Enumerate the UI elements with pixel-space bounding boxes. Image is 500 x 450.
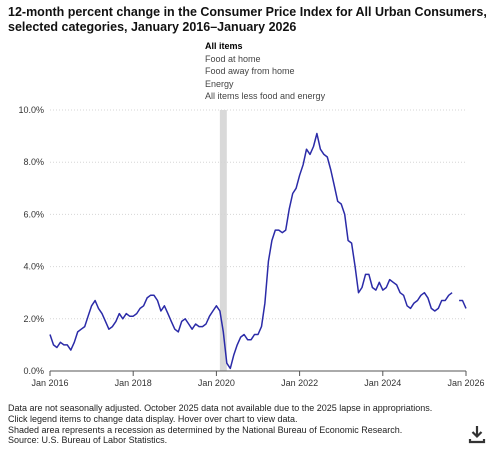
x-tick-label: Jan 2018 xyxy=(115,378,152,388)
chart-title: 12-month percent change in the Consumer … xyxy=(8,5,487,34)
note-seasonal: Data are not seasonally adjusted. Octobe… xyxy=(8,403,433,413)
y-tick-label: 10.0% xyxy=(18,105,44,115)
y-tick-label: 2.0% xyxy=(23,314,44,324)
line-chart[interactable]: 0.0% 2.0% 4.0% 6.0% 8.0% 10.0% Jan 2016 Jan 201… xyxy=(0,0,500,400)
legend-item-all-items-less-food-and-energy[interactable]: All items less food and energy xyxy=(175,90,325,103)
y-tick-label: 8.0% xyxy=(23,157,44,167)
legend-item-all-items[interactable]: All items xyxy=(175,40,325,53)
legend-item-food-at-home[interactable]: Food at home xyxy=(175,53,325,66)
legend-label: All items less food and energy xyxy=(205,91,326,101)
y-tick-label: 0.0% xyxy=(23,366,44,376)
legend-label: Energy xyxy=(205,78,234,89)
note-source: Source: U.S. Bureau of Labor Statistics. xyxy=(8,435,168,446)
x-tick-label: Jan 2024 xyxy=(364,378,401,388)
note-instructions: Click legend items to change data displa… xyxy=(8,413,298,424)
x-tick-label: Jan 2022 xyxy=(281,378,318,388)
download-button[interactable] xyxy=(466,423,488,445)
x-tick-label: Jan 2020 xyxy=(198,378,235,388)
x-tick-label: Jan 2026 xyxy=(447,378,484,388)
legend-label: Food at home xyxy=(205,53,261,64)
legend-label: All items xyxy=(205,41,243,51)
x-tick-label: Jan 2016 xyxy=(31,378,68,388)
recession-shade xyxy=(219,110,227,371)
legend: All items Food at home Food away from home… xyxy=(175,40,325,103)
legend-item-energy[interactable]: Energy xyxy=(175,78,325,91)
legend-item-food-away-from-home[interactable]: Food away from home xyxy=(175,65,325,78)
series-line-all-items xyxy=(49,132,467,370)
y-tick-label: 6.0% xyxy=(23,209,44,219)
legend-label: Food away from home xyxy=(205,66,295,76)
note-recession: Shaded area represents a recession as de… xyxy=(8,424,403,435)
y-tick-label: 4.0% xyxy=(23,262,44,272)
download-icon xyxy=(468,426,486,444)
chart-notes: Data are not seasonally adjusted. Octobe… xyxy=(8,403,478,446)
